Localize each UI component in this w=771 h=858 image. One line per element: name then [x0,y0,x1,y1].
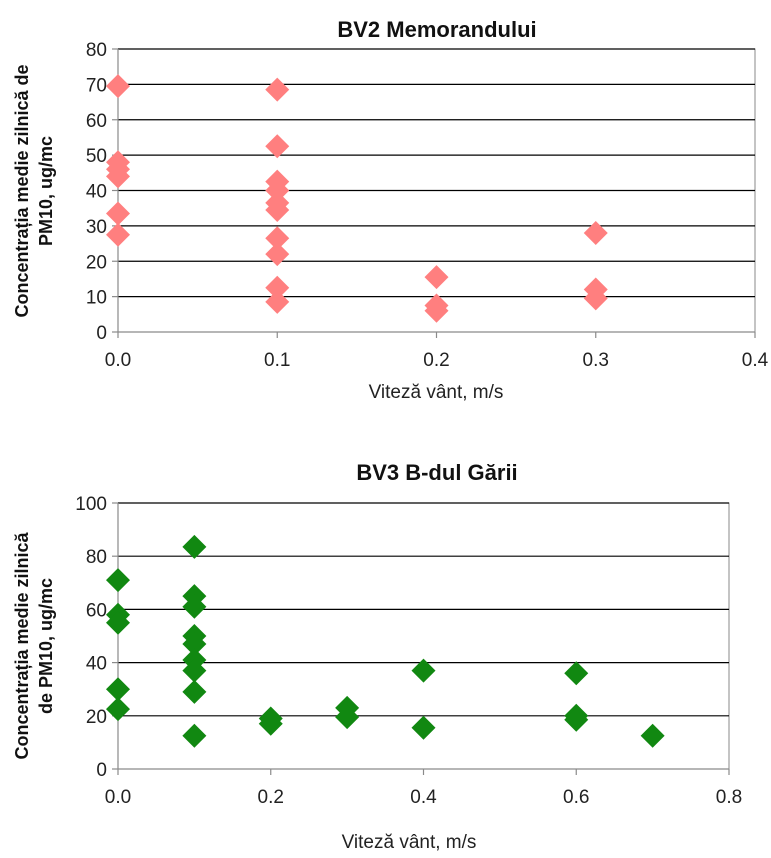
x-tick-label: 0.3 [583,350,609,371]
y-tick-label: 30 [86,217,107,238]
data-point [411,715,436,740]
y-tick-label: 0 [96,760,107,781]
y-tick-label: 40 [86,182,107,203]
data-point [411,658,436,683]
data-point [106,677,130,702]
y-tick-label: 80 [86,40,107,61]
data-point [182,631,207,656]
x-tick-label: 0.4 [410,787,437,808]
data-point [265,226,290,251]
x-tick-label: 0.2 [258,787,284,808]
grid-lines [118,502,729,717]
data-point [106,697,130,722]
data-point [265,77,290,102]
y-tick-label: 50 [86,146,107,167]
data-points [106,534,665,748]
data-point [265,134,290,159]
y-tick-label: 70 [86,75,107,96]
x-tick-label: 0.2 [423,350,449,371]
x-axis-label: Viteză vânt, m/s [369,382,504,403]
y-tick-label: 60 [86,111,107,132]
data-point [182,534,207,559]
data-point [583,286,608,311]
x-tick-label: 0.6 [563,787,589,808]
y-axis-label-line-2: PM10, ug/mc [36,136,56,246]
data-point [265,289,290,314]
data-point [265,197,290,222]
data-point [106,222,130,247]
y-tick-labels: 0 20 40 60 80 100 [75,494,118,781]
data-point [258,711,283,736]
data-point [182,679,207,704]
y-axis-label-line-1: Concentrația medie zilnică [12,531,32,759]
data-points [106,74,608,323]
data-point [265,275,290,300]
data-point [106,568,130,593]
x-tick-label: 0.8 [716,787,742,808]
x-tick-label: 0.0 [105,350,131,371]
data-point [424,298,449,323]
x-tick-labels: 0.0 0.1 0.2 0.3 0.4 [105,332,769,371]
grid-lines [118,48,755,298]
data-point [265,242,290,267]
x-axis-label: Viteză vânt, m/s [342,832,477,853]
y-tick-label: 60 [86,600,107,621]
y-tick-label: 20 [86,252,107,273]
y-axis-label-line-2: de PM10, ug/mc [36,578,56,714]
data-point [106,164,130,189]
y-tick-label: 10 [86,288,107,309]
data-point [583,220,608,245]
y-tick-label: 20 [86,707,107,728]
y-tick-label: 80 [86,547,107,568]
data-point [106,74,130,99]
y-tick-label: 0 [96,323,107,344]
data-point [182,723,207,748]
x-tick-label: 0.4 [742,350,769,371]
data-point [182,594,207,619]
chart-title: BV2 Memorandului [337,17,536,42]
y-tick-label: 100 [75,494,107,515]
data-point [265,178,290,203]
data-point [335,705,360,730]
x-tick-label: 0.0 [105,787,131,808]
data-point [424,265,449,290]
y-tick-label: 40 [86,654,107,675]
y-tick-labels: 0 10 20 30 40 50 60 70 80 [86,40,118,344]
data-point [182,658,207,683]
data-point [106,610,130,635]
data-point [564,661,589,686]
x-tick-labels: 0.0 0.2 0.4 0.6 0.8 [105,769,742,808]
data-point [640,723,665,748]
chart-title: BV3 B-dul Gării [356,460,517,485]
x-tick-label: 0.1 [264,350,290,371]
y-axis-label-line-1: Concentrația medie zilnică de [12,64,32,317]
data-point [564,707,589,732]
data-point [106,201,130,226]
